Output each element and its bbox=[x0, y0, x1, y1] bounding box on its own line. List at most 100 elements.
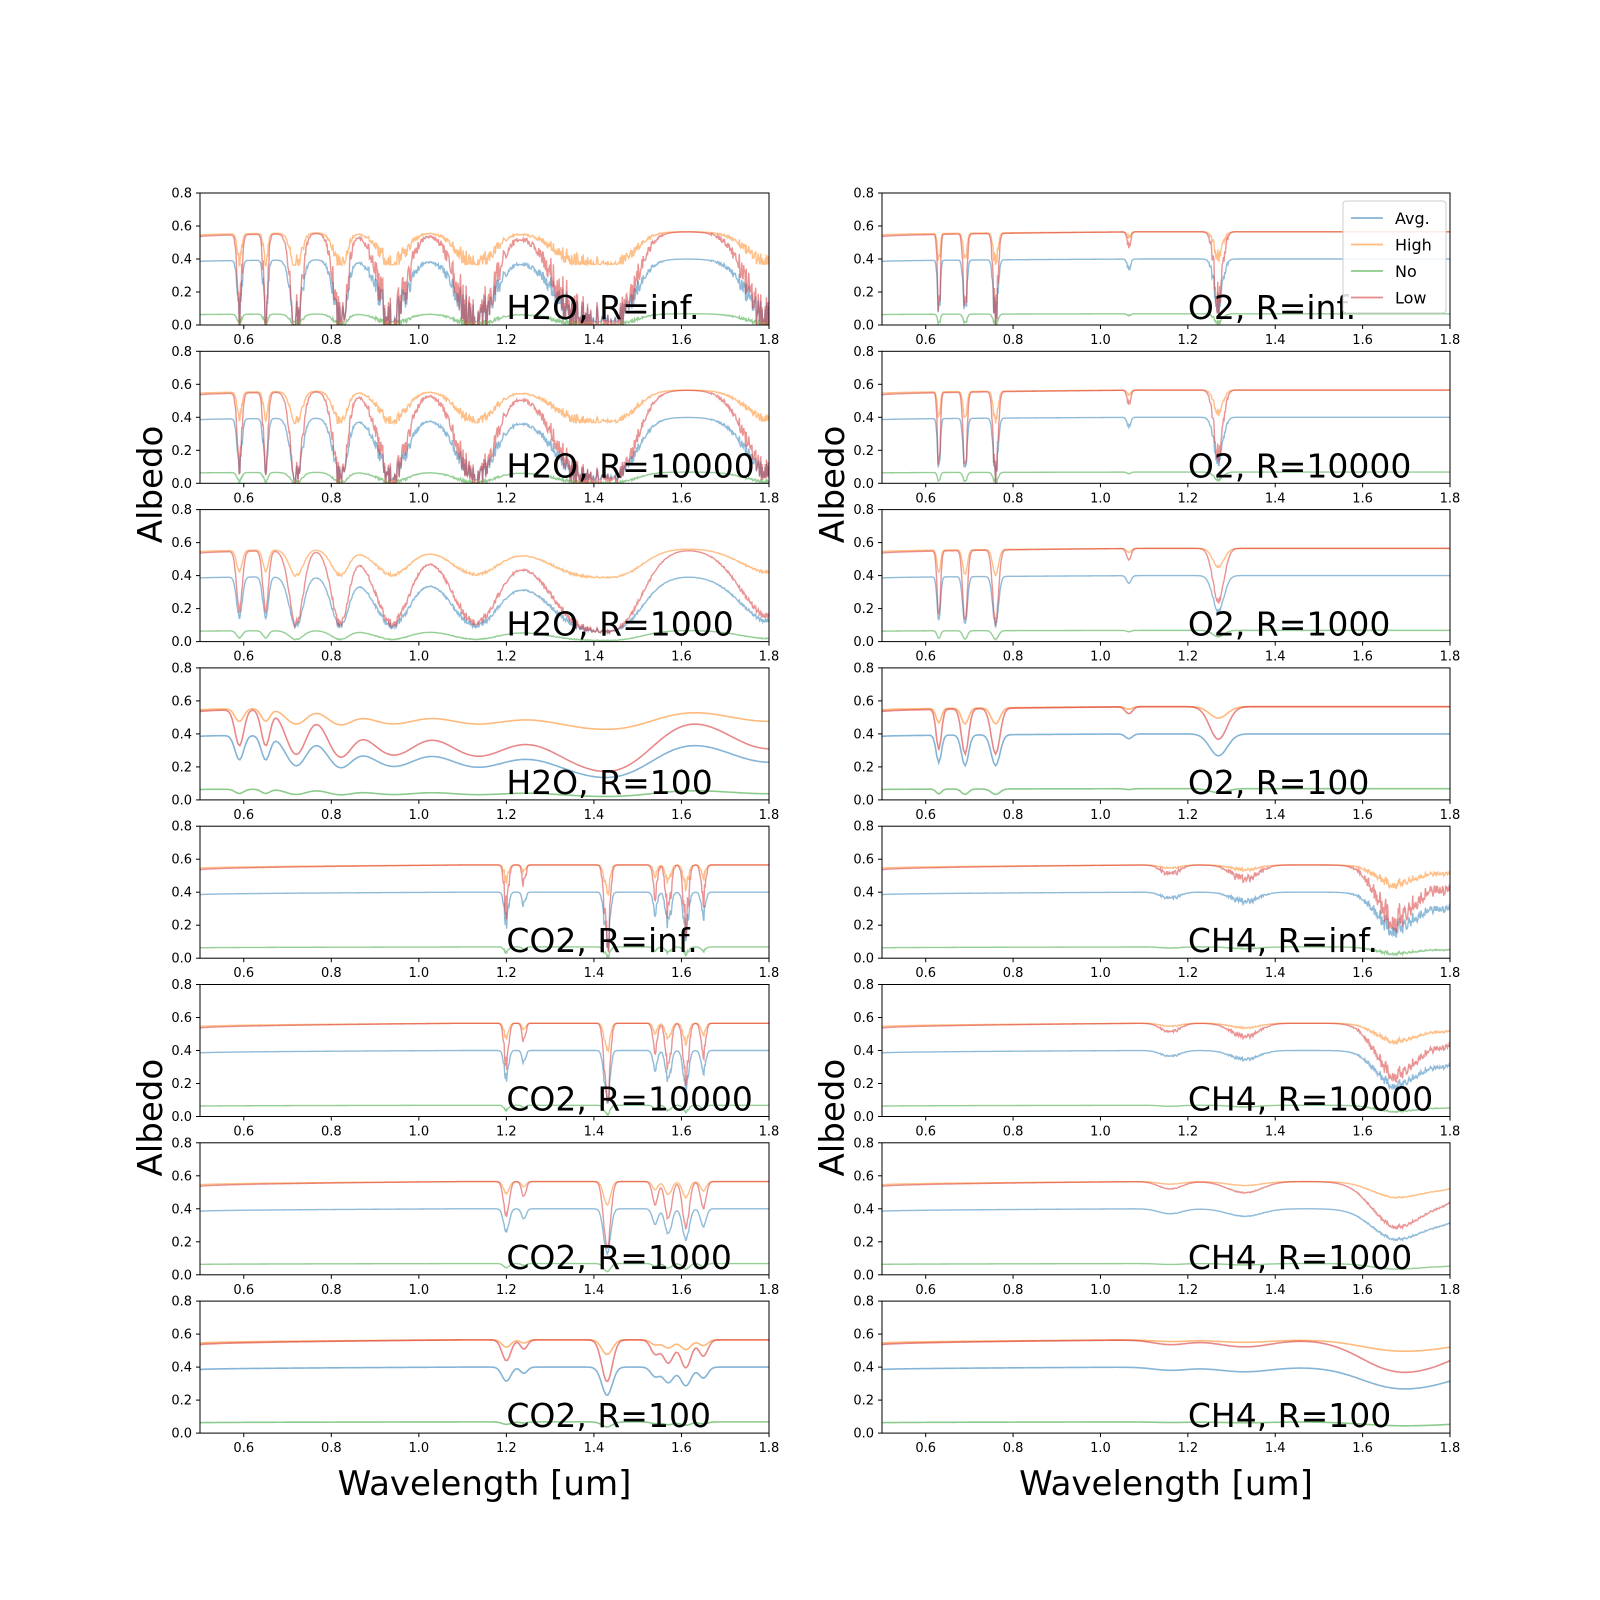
x-tick-label: 1.0 bbox=[409, 808, 430, 823]
x-tick-label: 1.2 bbox=[496, 966, 517, 981]
y-tick-label: 0.6 bbox=[171, 220, 192, 235]
x-tick-label: 1.4 bbox=[584, 333, 605, 348]
series-avg bbox=[200, 1049, 769, 1104]
panel-label: CO2, R=100 bbox=[506, 1396, 711, 1435]
x-tick-label: 0.8 bbox=[321, 333, 342, 348]
y-tick-label: 0.6 bbox=[171, 853, 192, 868]
x-tick-label: 1.8 bbox=[1440, 1125, 1461, 1140]
plot-area bbox=[200, 1339, 769, 1428]
y-tick-label: 0.8 bbox=[171, 661, 192, 676]
y-tick-label: 0.4 bbox=[171, 1044, 192, 1059]
x-tick-label: 0.8 bbox=[321, 966, 342, 981]
x-tick-label: 1.6 bbox=[1352, 333, 1373, 348]
y-tick-label: 0.0 bbox=[171, 635, 192, 650]
x-tick-label: 1.8 bbox=[759, 1441, 780, 1456]
y-tick-label: 0.6 bbox=[853, 694, 874, 709]
panel-label: H2O, R=inf. bbox=[506, 288, 699, 327]
x-tick-label: 1.2 bbox=[496, 650, 517, 665]
x-tick-label: 1.8 bbox=[1440, 966, 1461, 981]
y-tick-label: 0.0 bbox=[853, 635, 874, 650]
plot-area bbox=[882, 389, 1450, 484]
y-tick-label: 0.4 bbox=[171, 727, 192, 742]
y-tick-label: 0.6 bbox=[171, 1328, 192, 1343]
y-tick-label: 0.6 bbox=[853, 536, 874, 551]
series-low bbox=[882, 1180, 1450, 1231]
series-no bbox=[200, 1104, 769, 1117]
y-axis-label: Albedo bbox=[131, 426, 171, 544]
x-tick-label: 1.0 bbox=[409, 333, 430, 348]
plot-area bbox=[200, 389, 769, 484]
y-tick-label: 0.6 bbox=[853, 1169, 874, 1184]
y-tick-label: 0.6 bbox=[853, 378, 874, 393]
series-avg bbox=[200, 1366, 769, 1396]
panel-o2-1e4: 0.0 0.2 0.4 0.6 0.8 0.6 0.8 1.0 1.2 1.4 1.6 1.8 O2, … bbox=[853, 345, 1460, 507]
y-tick-label: 0.8 bbox=[853, 820, 874, 835]
y-tick-label: 0.4 bbox=[853, 1044, 874, 1059]
x-tick-label: 1.6 bbox=[671, 491, 692, 506]
series-avg bbox=[882, 1366, 1450, 1390]
x-tick-label: 1.4 bbox=[584, 1441, 605, 1456]
y-tick-label: 0.8 bbox=[853, 661, 874, 676]
x-tick-label: 0.8 bbox=[1003, 1441, 1024, 1456]
x-tick-label: 0.8 bbox=[1003, 491, 1024, 506]
x-tick-label: 0.8 bbox=[321, 1441, 342, 1456]
x-tick-label: 1.0 bbox=[1090, 1441, 1111, 1456]
x-tick-label: 1.4 bbox=[584, 966, 605, 981]
panel-label: CH4, R=100 bbox=[1188, 1396, 1391, 1435]
y-tick-label: 0.0 bbox=[171, 477, 192, 492]
y-tick-label: 0.4 bbox=[171, 411, 192, 426]
x-tick-label: 0.8 bbox=[1003, 1283, 1024, 1298]
y-tick-label: 0.2 bbox=[853, 760, 874, 775]
y-tick-label: 0.8 bbox=[171, 820, 192, 835]
x-tick-label: 1.8 bbox=[1440, 1283, 1461, 1298]
series-low bbox=[882, 389, 1450, 484]
y-tick-label: 0.8 bbox=[853, 1295, 874, 1310]
legend-label: No bbox=[1395, 262, 1417, 281]
series-low bbox=[200, 864, 769, 953]
y-tick-label: 0.4 bbox=[171, 569, 192, 584]
x-tick-label: 1.4 bbox=[1265, 808, 1286, 823]
x-tick-label: 1.2 bbox=[496, 333, 517, 348]
y-tick-label: 0.6 bbox=[853, 853, 874, 868]
x-tick-label: 1.8 bbox=[759, 491, 780, 506]
panel-co2-inf: 0.0 0.2 0.4 0.6 0.8 0.6 0.8 1.0 1.2 1.4 1.6 1.8 CO2,… bbox=[171, 820, 779, 982]
panel-label: H2O, R=10000 bbox=[506, 446, 754, 485]
x-tick-label: 1.2 bbox=[1178, 1441, 1199, 1456]
series-no bbox=[200, 471, 769, 484]
y-tick-label: 0.8 bbox=[853, 187, 874, 202]
legend-label: High bbox=[1395, 236, 1432, 255]
x-tick-label: 1.6 bbox=[671, 1125, 692, 1140]
y-tick-label: 0.2 bbox=[171, 1077, 192, 1092]
y-tick-label: 0.0 bbox=[853, 1427, 874, 1442]
y-tick-label: 0.0 bbox=[853, 1268, 874, 1283]
y-tick-label: 0.6 bbox=[171, 536, 192, 551]
plot-area bbox=[882, 1022, 1450, 1114]
series-avg bbox=[200, 258, 769, 324]
series-low bbox=[882, 705, 1450, 757]
y-tick-label: 0.8 bbox=[853, 1136, 874, 1151]
x-tick-label: 1.4 bbox=[1265, 333, 1286, 348]
panel-label: CH4, R=1000 bbox=[1188, 1238, 1412, 1277]
panel-co2-1e2: 0.0 0.2 0.4 0.6 0.8 0.6 0.8 1.0 1.2 1.4 1.6 1.8 CO2,… bbox=[171, 1295, 779, 1457]
x-tick-label: 1.8 bbox=[1440, 1441, 1461, 1456]
series-low bbox=[200, 1022, 769, 1103]
y-tick-label: 0.0 bbox=[171, 1110, 192, 1125]
series-no bbox=[882, 1421, 1450, 1427]
series-low bbox=[200, 550, 769, 636]
series-avg bbox=[882, 574, 1450, 628]
x-tick-label: 1.0 bbox=[1090, 808, 1111, 823]
x-tick-label: 1.2 bbox=[496, 1441, 517, 1456]
x-tick-label: 0.8 bbox=[321, 1283, 342, 1298]
series-avg bbox=[200, 576, 769, 635]
series-high bbox=[200, 1180, 769, 1207]
x-tick-label: 1.2 bbox=[1178, 650, 1199, 665]
x-tick-label: 1.0 bbox=[1090, 650, 1111, 665]
x-tick-label: 1.6 bbox=[1352, 966, 1373, 981]
x-tick-label: 0.6 bbox=[233, 1283, 254, 1298]
series-low bbox=[882, 1022, 1450, 1083]
y-tick-label: 0.2 bbox=[171, 1235, 192, 1250]
panel-h2o-1e4: 0.0 0.2 0.4 0.6 0.8 0.6 0.8 1.0 1.2 1.4 1.6 1.8 H2O,… bbox=[171, 345, 779, 507]
panel-label: O2, R=10000 bbox=[1188, 446, 1412, 485]
legend: Avg. High No Low bbox=[1342, 200, 1447, 314]
x-tick-label: 1.6 bbox=[1352, 1441, 1373, 1456]
